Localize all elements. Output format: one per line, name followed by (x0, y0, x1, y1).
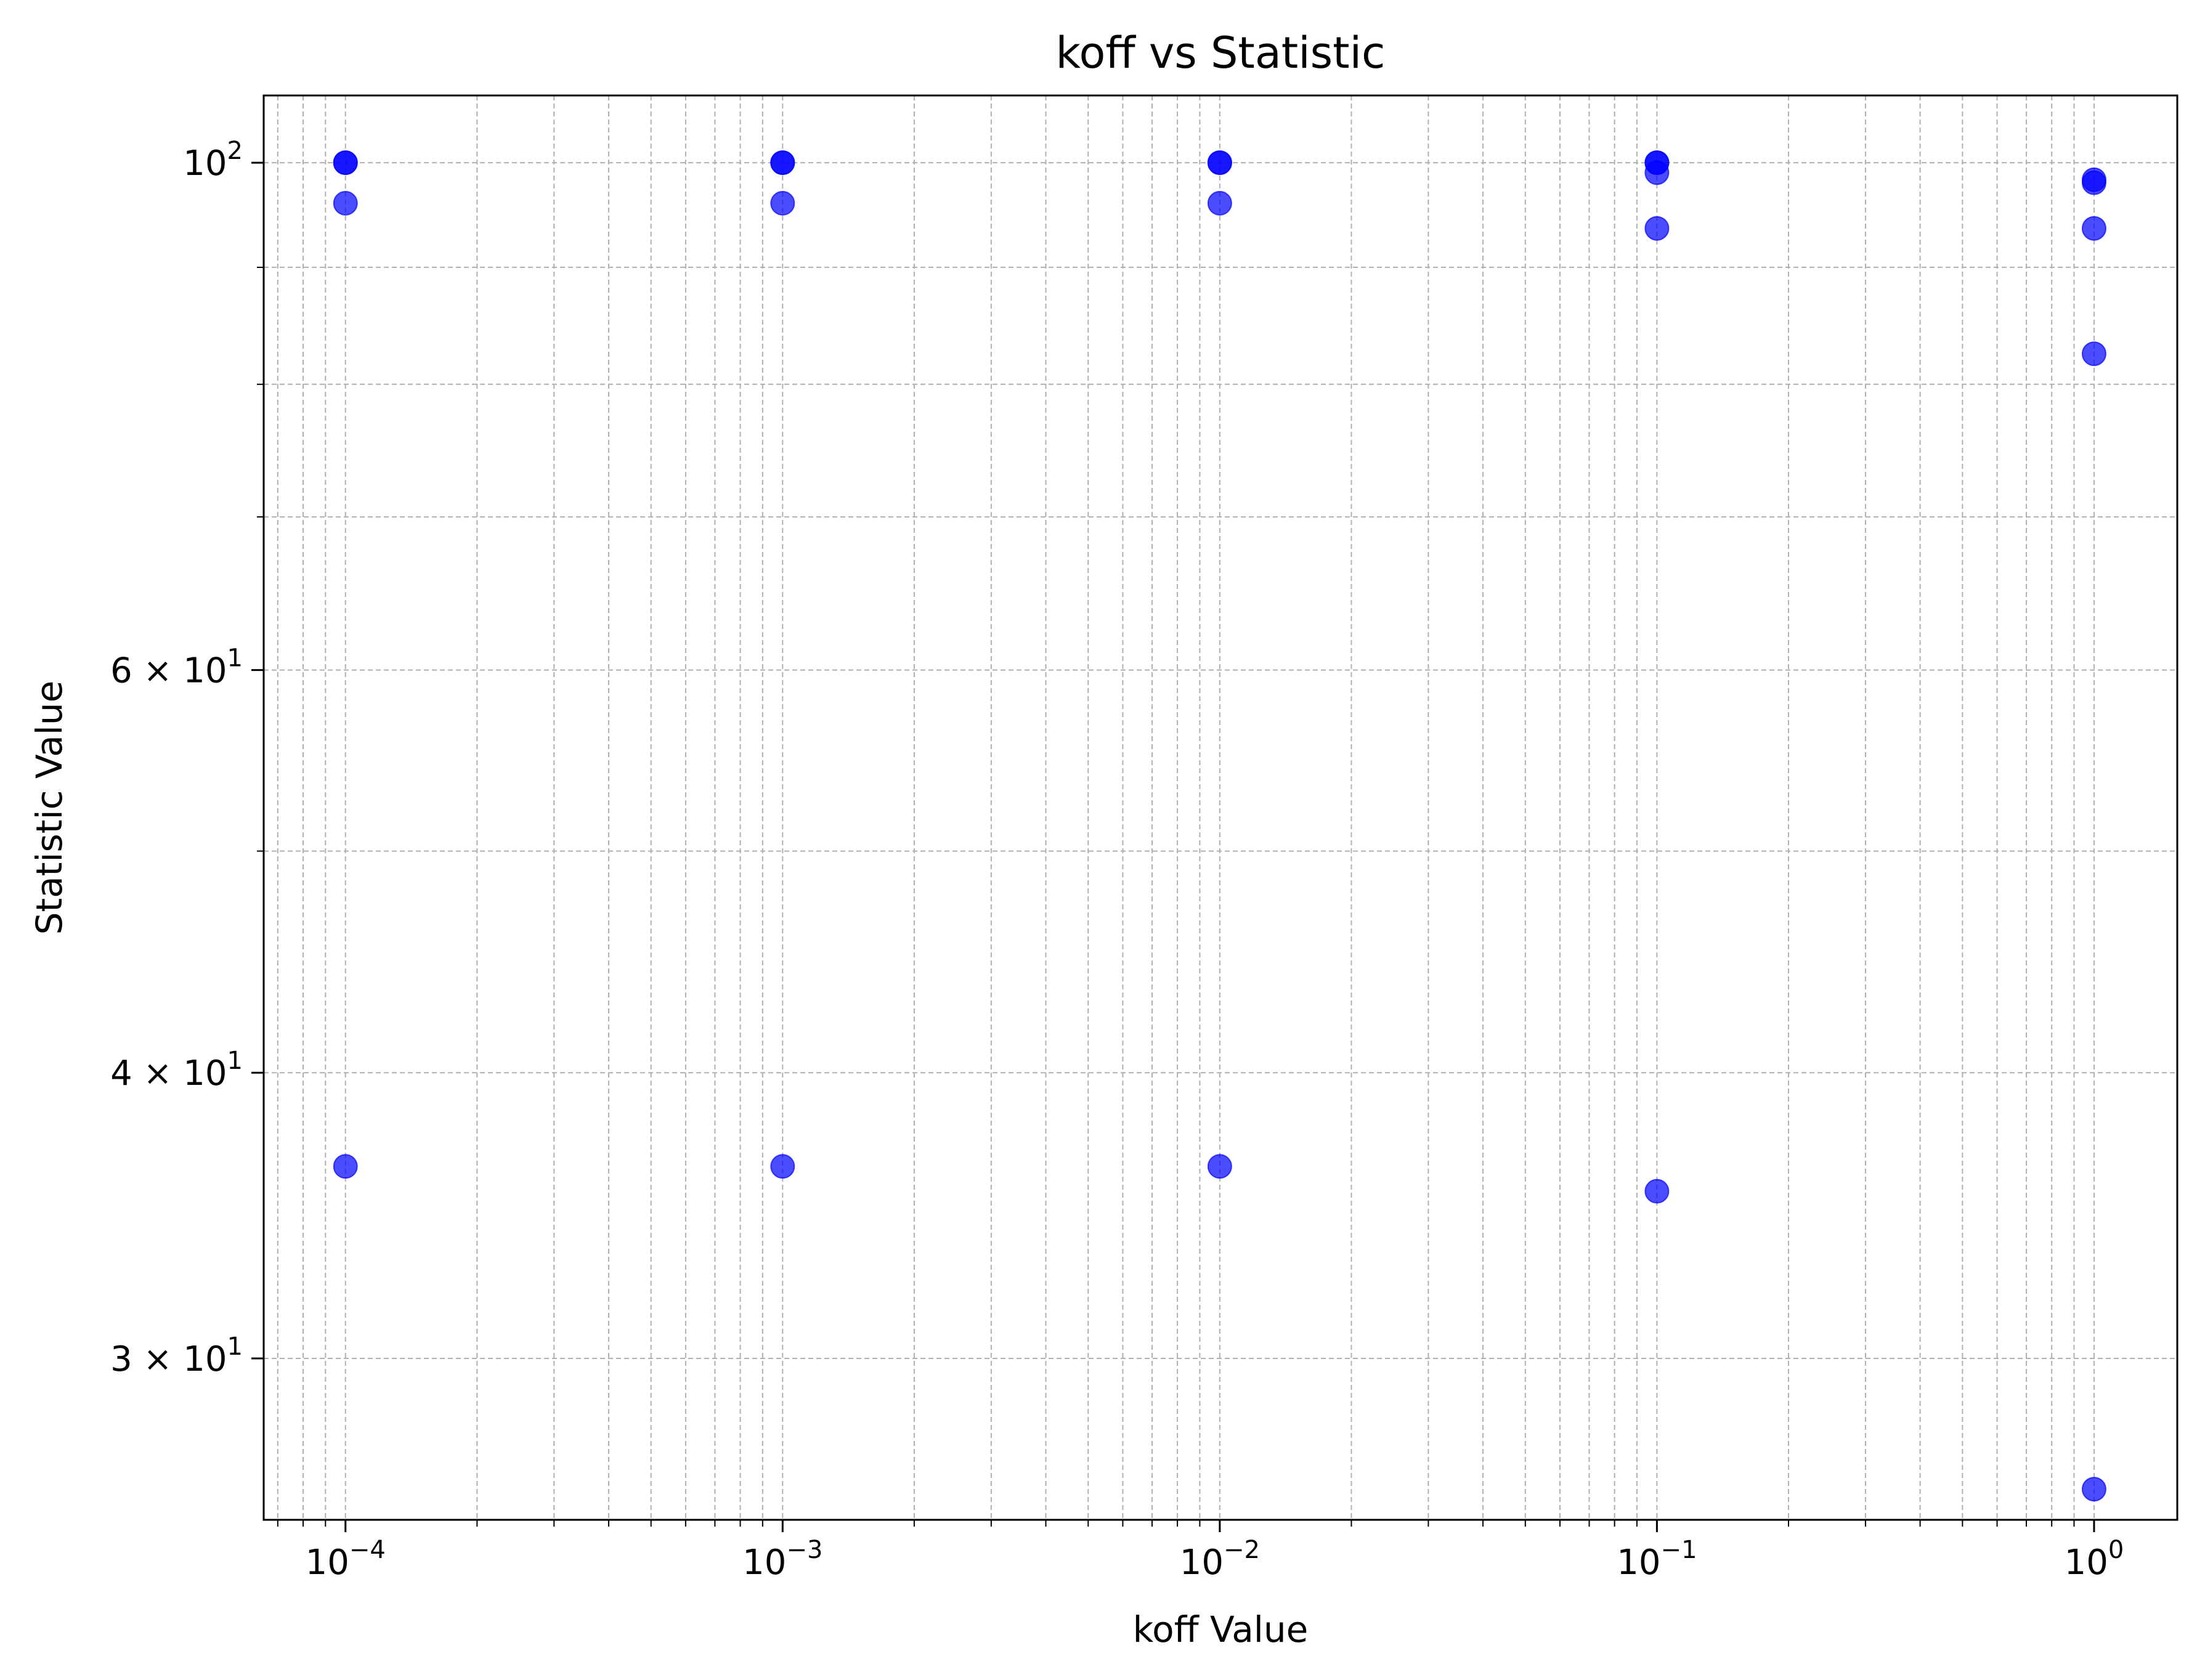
plot-frame (262, 94, 2179, 1521)
scatter-point (770, 190, 795, 216)
y-tick-mantissa: 4 × (110, 1053, 183, 1094)
x-tick-label: 100 (2065, 1536, 2124, 1583)
scatter-point (333, 150, 358, 176)
scatter-point (770, 150, 795, 176)
scatter-point (2081, 170, 2106, 195)
y-axis-label: Statistic Value (28, 681, 70, 935)
x-tick-label: 10−3 (742, 1536, 822, 1583)
scatter-point (1644, 160, 1670, 185)
y-tick-label: 4 × 101 (110, 1047, 243, 1094)
y-tick-mantissa: 3 × (110, 1339, 183, 1379)
x-tick-base: 10 (742, 1543, 786, 1583)
y-tick-label: 102 (183, 137, 243, 184)
y-tick-base: 10 (183, 651, 227, 691)
x-tick-label: 10−2 (1180, 1536, 1260, 1583)
x-tick-base: 10 (306, 1543, 349, 1583)
scatter-point (1644, 1179, 1670, 1204)
chart-title: koff vs Statistic (1055, 28, 1385, 78)
y-tick-base: 10 (183, 1339, 227, 1379)
x-tick-exponent: −3 (786, 1536, 822, 1564)
scatter-point (1644, 216, 1670, 241)
y-tick-base: 10 (183, 1053, 227, 1094)
y-tick-exponent: 2 (227, 137, 243, 165)
scatter-point (1207, 1154, 1232, 1179)
x-tick-exponent: 0 (2108, 1536, 2124, 1564)
y-tick-exponent: 1 (227, 1333, 243, 1361)
scatter-point (1207, 190, 1232, 216)
x-tick-base: 10 (1180, 1543, 1224, 1583)
y-tick-label: 6 × 101 (110, 644, 243, 691)
scatter-point (333, 1154, 358, 1179)
y-tick-exponent: 1 (227, 1047, 243, 1075)
y-tick-base: 10 (183, 144, 227, 184)
x-tick-label: 10−4 (306, 1536, 386, 1583)
y-tick-label: 3 × 101 (110, 1333, 243, 1379)
x-tick-exponent: −4 (349, 1536, 386, 1564)
scatter-point (2081, 1477, 2106, 1502)
y-tick-exponent: 1 (227, 644, 243, 673)
y-tick-mantissa: 6 × (110, 651, 183, 691)
scatter-point (333, 190, 358, 216)
scatter-point (2081, 341, 2106, 367)
x-axis-label: koff Value (1133, 1609, 1309, 1650)
scatter-point (770, 1154, 795, 1179)
scatter-point (1207, 150, 1232, 176)
scatter-point (2081, 216, 2106, 241)
x-tick-label: 10−1 (1617, 1536, 1697, 1583)
x-tick-exponent: −2 (1224, 1536, 1260, 1564)
points-layer (333, 150, 2106, 1502)
x-tick-base: 10 (1617, 1543, 1660, 1583)
x-tick-base: 10 (2065, 1543, 2108, 1583)
x-tick-exponent: −1 (1661, 1536, 1697, 1564)
